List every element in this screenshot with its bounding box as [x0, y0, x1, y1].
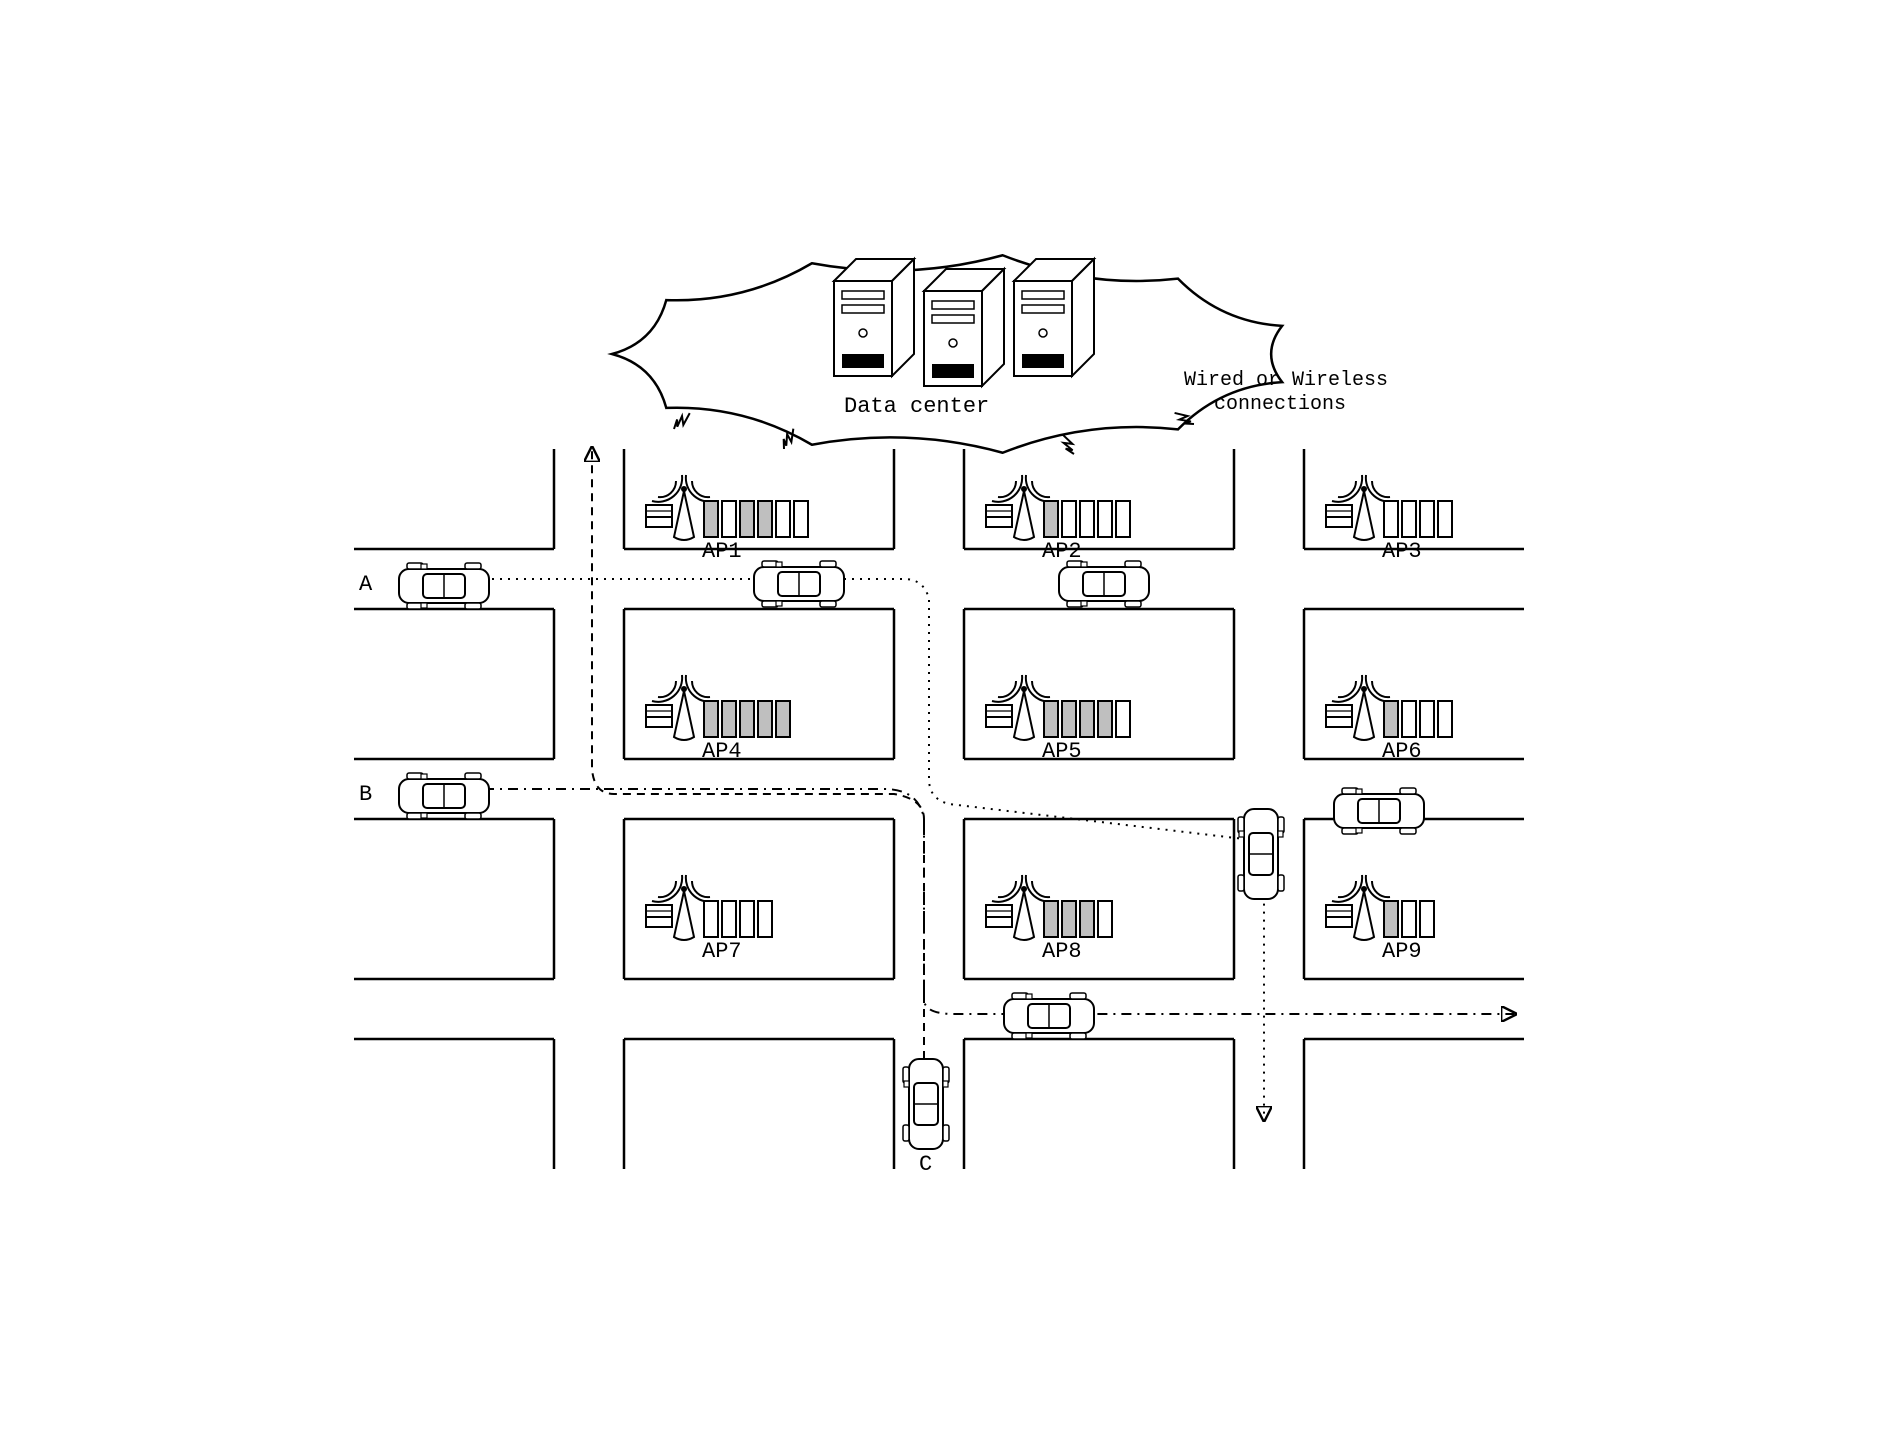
ap-label: AP4 — [702, 739, 742, 764]
ap-label: AP7 — [702, 939, 742, 964]
vehicle-icon — [1238, 809, 1284, 899]
vehicle-label: C — [919, 1152, 932, 1177]
ap-label: AP6 — [1382, 739, 1422, 764]
ap-label: AP8 — [1042, 939, 1082, 964]
ap-label: AP9 — [1382, 939, 1422, 964]
vehicle-icon — [1334, 788, 1424, 834]
vehicle-icon — [1004, 993, 1094, 1039]
access-point-icon — [986, 875, 1112, 940]
access-point-icon — [1326, 675, 1452, 740]
signal-bolt-icon — [1061, 432, 1076, 455]
connections-label-2: connections — [1214, 393, 1346, 416]
access-point-icon — [646, 875, 772, 940]
vehicle-icon — [903, 1059, 949, 1149]
trajectory-path — [592, 449, 924, 1059]
access-point-icon — [986, 475, 1130, 540]
vehicle-label: A — [359, 572, 372, 597]
access-point-icon — [646, 675, 790, 740]
vehicle-label: B — [359, 782, 372, 807]
vehicle-icon — [399, 773, 489, 819]
access-point-icon — [646, 475, 808, 540]
signal-bolt-icon — [671, 411, 694, 430]
access-point-icon — [1326, 875, 1434, 940]
vehicle-icon — [1059, 561, 1149, 607]
access-point-icon — [1326, 475, 1452, 540]
ap-label: AP1 — [702, 539, 742, 564]
datacenter-label: Data center — [844, 394, 989, 419]
signal-bolt-icon — [779, 427, 798, 450]
server-icon — [834, 259, 914, 376]
server-icon — [924, 269, 1004, 386]
ap-label: AP3 — [1382, 539, 1422, 564]
vehicle-icon — [399, 563, 489, 609]
ap-label: AP2 — [1042, 539, 1082, 564]
vehicle-icon — [754, 561, 844, 607]
server-icon — [1014, 259, 1094, 376]
connections-label-1: Wired or Wireless — [1184, 369, 1388, 392]
signal-bolt-icon — [1173, 408, 1195, 428]
access-point-icon — [986, 675, 1130, 740]
diagram-canvas: Data center Wired or Wireless connection… — [314, 239, 1564, 1199]
ap-label: AP5 — [1042, 739, 1082, 764]
